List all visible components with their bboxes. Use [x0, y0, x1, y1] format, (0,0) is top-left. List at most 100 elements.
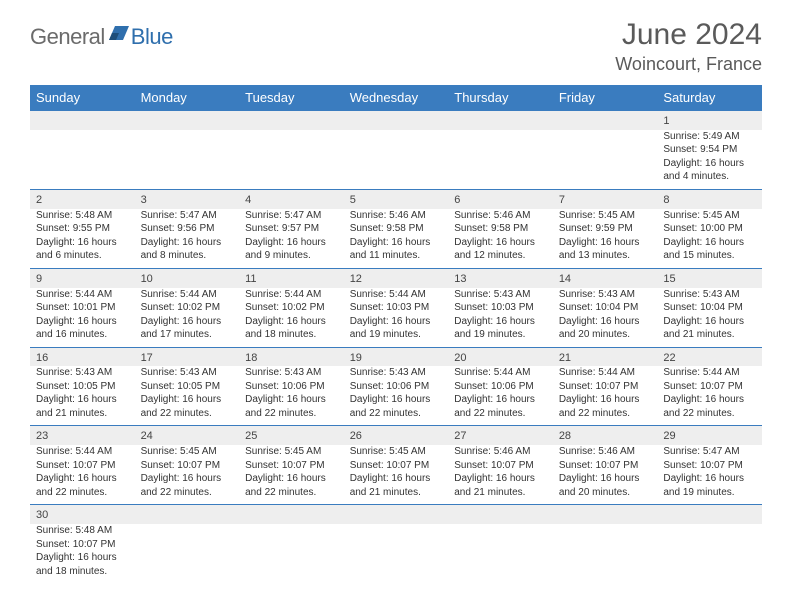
day-sunset: Sunset: 9:56 PM — [141, 222, 234, 236]
day-sunrise: Sunrise: 5:44 AM — [663, 366, 756, 380]
day-num-cell — [344, 111, 449, 130]
day-daylight: Daylight: 16 hours and 22 minutes. — [141, 393, 234, 420]
day-sunrise: Sunrise: 5:46 AM — [454, 445, 547, 459]
day-number: 7 — [559, 193, 652, 208]
day-daylight: Daylight: 16 hours and 18 minutes. — [36, 551, 129, 578]
week-info-row: Sunrise: 5:44 AMSunset: 10:07 PMDaylight… — [30, 445, 762, 505]
day-daylight: Daylight: 16 hours and 22 minutes. — [663, 393, 756, 420]
week-info-row: Sunrise: 5:44 AM Sunset: 10:01 PM Daylight… — [30, 288, 762, 348]
day-number: 4 — [245, 193, 338, 208]
week-info-row: Sunrise: 5:43 AMSunset: 10:05 PMDaylight… — [30, 366, 762, 426]
day-sunrise: Sunrise: 5:43 AM — [36, 366, 129, 380]
day-num-cell: 15 — [657, 268, 762, 287]
day-info-cell: Sunrise: 5:44 AMSunset: 10:03 PMDaylight… — [344, 288, 449, 348]
weekday-header: Monday — [135, 85, 240, 111]
day-number: 24 — [141, 429, 234, 444]
day-number: 29 — [663, 429, 756, 444]
day-sunset: Sunset: 10:06 PM — [245, 380, 338, 394]
title-block: June 2024 Woincourt, France — [615, 18, 762, 75]
day-info-cell: Sunrise: 5:43 AMSunset: 10:04 PMDaylight… — [657, 288, 762, 348]
day-sunset: Sunset: 10:07 PM — [350, 459, 443, 473]
day-num-cell: 29 — [657, 426, 762, 445]
day-daylight: Daylight: 16 hours and 11 minutes. — [350, 236, 443, 263]
day-sunset: Sunset: 9:57 PM — [245, 222, 338, 236]
day-sunrise: Sunrise: 5:45 AM — [663, 209, 756, 223]
day-num-cell — [448, 505, 553, 524]
day-sunrise: Sunrise: 5:44 AM — [245, 288, 338, 302]
day-number: 15 — [663, 272, 756, 287]
day-info-cell: Sunrise: 5:47 AMSunset: 9:56 PMDaylight:… — [135, 209, 240, 269]
day-num-cell — [135, 505, 240, 524]
day-num-cell: 24 — [135, 426, 240, 445]
day-sunrise: Sunrise: 5:45 AM — [245, 445, 338, 459]
day-info-cell — [30, 130, 135, 190]
day-sunset: Sunset: 10:04 PM — [559, 301, 652, 315]
day-info-cell: Sunrise: 5:47 AMSunset: 9:57 PMDaylight:… — [239, 209, 344, 269]
day-number: 20 — [454, 351, 547, 366]
day-sunrise: Sunrise: 5:46 AM — [454, 209, 547, 223]
day-sunset: Sunset: 10:03 PM — [350, 301, 443, 315]
day-num-cell: 28 — [553, 426, 658, 445]
day-daylight: Daylight: 16 hours and 19 minutes. — [663, 472, 756, 499]
day-num-cell — [30, 111, 135, 130]
day-info-cell: Sunrise: 5:45 AMSunset: 10:07 PMDaylight… — [135, 445, 240, 505]
week-info-row: Sunrise: 5:48 AMSunset: 9:55 PMDaylight:… — [30, 209, 762, 269]
month-title: June 2024 — [615, 18, 762, 52]
day-number: 5 — [350, 193, 443, 208]
day-number: 30 — [36, 508, 129, 523]
day-sunset: Sunset: 10:01 PM — [36, 301, 129, 315]
day-info-cell — [239, 130, 344, 190]
day-info-cell — [135, 524, 240, 583]
day-info-cell — [657, 524, 762, 583]
day-sunset: Sunset: 9:58 PM — [350, 222, 443, 236]
day-number: 6 — [454, 193, 547, 208]
day-number: 1 — [663, 114, 756, 129]
day-sunset: Sunset: 10:07 PM — [559, 459, 652, 473]
week-daynum-row: 9101112131415 — [30, 268, 762, 287]
day-sunset: Sunset: 10:07 PM — [36, 538, 129, 552]
calendar-page: General Blue June 2024 Woincourt, France… — [0, 0, 792, 601]
day-info-cell: Sunrise: 5:44 AMSunset: 10:01 PMDaylight… — [30, 288, 135, 348]
day-sunset: Sunset: 10:05 PM — [141, 380, 234, 394]
day-sunrise: Sunrise: 5:47 AM — [141, 209, 234, 223]
day-daylight: Daylight: 16 hours and 22 minutes. — [245, 393, 338, 420]
day-daylight: Daylight: 16 hours and 6 minutes. — [36, 236, 129, 263]
day-sunrise: Sunrise: 5:43 AM — [663, 288, 756, 302]
day-num-cell: 2 — [30, 189, 135, 208]
day-sunset: Sunset: 10:07 PM — [141, 459, 234, 473]
day-daylight: Daylight: 16 hours and 19 minutes. — [350, 315, 443, 342]
day-sunrise: Sunrise: 5:44 AM — [350, 288, 443, 302]
day-sunset: Sunset: 10:02 PM — [141, 301, 234, 315]
day-num-cell: 26 — [344, 426, 449, 445]
day-daylight: Daylight: 16 hours and 22 minutes. — [36, 472, 129, 499]
day-daylight: Daylight: 16 hours and 22 minutes. — [141, 472, 234, 499]
day-number: 16 — [36, 351, 129, 366]
day-daylight: Daylight: 16 hours and 21 minutes. — [663, 315, 756, 342]
day-info-cell: Sunrise: 5:45 AMSunset: 10:07 PMDaylight… — [239, 445, 344, 505]
day-sunset: Sunset: 10:06 PM — [454, 380, 547, 394]
day-info-cell: Sunrise: 5:44 AMSunset: 10:07 PMDaylight… — [657, 366, 762, 426]
day-num-cell: 1 — [657, 111, 762, 130]
day-info-cell: Sunrise: 5:44 AMSunset: 10:02 PMDaylight… — [239, 288, 344, 348]
calendar-body: 1Sunrise: 5:49 AMSunset: 9:54 PMDaylight… — [30, 111, 762, 584]
day-info-cell: Sunrise: 5:43 AMSunset: 10:05 PMDaylight… — [135, 366, 240, 426]
day-sunset: Sunset: 10:07 PM — [245, 459, 338, 473]
day-num-cell: 7 — [553, 189, 658, 208]
day-number: 19 — [350, 351, 443, 366]
day-daylight: Daylight: 16 hours and 9 minutes. — [245, 236, 338, 263]
day-num-cell: 5 — [344, 189, 449, 208]
day-sunset: Sunset: 10:06 PM — [350, 380, 443, 394]
day-num-cell — [553, 505, 658, 524]
day-info-cell — [344, 524, 449, 583]
day-daylight: Daylight: 16 hours and 12 minutes. — [454, 236, 547, 263]
day-number: 21 — [559, 351, 652, 366]
day-info-cell: Sunrise: 5:43 AMSunset: 10:05 PMDaylight… — [30, 366, 135, 426]
day-num-cell: 22 — [657, 347, 762, 366]
day-num-cell — [553, 111, 658, 130]
day-sunrise: Sunrise: 5:45 AM — [559, 209, 652, 223]
day-info-cell: Sunrise: 5:44 AMSunset: 10:07 PMDaylight… — [30, 445, 135, 505]
day-sunrise: Sunrise: 5:44 AM — [454, 366, 547, 380]
day-info-cell: Sunrise: 5:43 AMSunset: 10:03 PMDaylight… — [448, 288, 553, 348]
day-number: 26 — [350, 429, 443, 444]
day-num-cell: 4 — [239, 189, 344, 208]
